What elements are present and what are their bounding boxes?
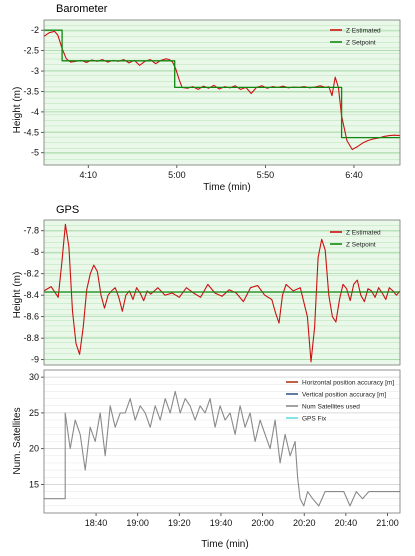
- barometer-ylabel: Height (m): [12, 87, 23, 134]
- satellites-x-tick-label: 19:40: [210, 518, 233, 528]
- satellites-legend: Horizontal position accuracy [m] Vertical…: [286, 380, 394, 423]
- satellites-legend-label: Horizontal position accuracy [m]: [302, 380, 394, 387]
- satellites-legend-label: GPS Fix: [302, 416, 327, 423]
- gps-legend-label: Z Estimated: [346, 230, 381, 237]
- gps-legend: Z Estimated Z Setpoint: [330, 230, 381, 249]
- barometer-legend-label: Z Estimated: [346, 28, 381, 35]
- satellites-legend-label: Num Satellites used: [302, 404, 360, 411]
- satellites-x-tick-label: 20:00: [251, 518, 274, 528]
- barometer-xlabel: Time (min): [203, 182, 250, 193]
- barometer-y-tick-label: -5: [31, 148, 39, 158]
- satellites-series-num-satellites-used: [44, 390, 400, 507]
- satellites-ylabel: Num. Satellites: [12, 407, 23, 474]
- satellites-y-tick-label: 30: [29, 372, 39, 382]
- barometer-x-tick-label: 5:50: [257, 170, 275, 180]
- satellites-panel: Num. Satellites Time (min): [12, 407, 249, 550]
- satellites-x-tick-label: 19:20: [168, 518, 191, 528]
- barometer-y-tick-label: -3: [31, 66, 39, 76]
- barometer-legend-label: Z Setpoint: [346, 40, 376, 47]
- satellites-xlabel: Time (min): [201, 539, 248, 550]
- barometer-y-tick-label: -2.5: [23, 46, 39, 56]
- barometer-series-z-setpoint: [44, 29, 400, 139]
- satellites-y-tick-label: 20: [29, 444, 39, 454]
- gps-plot: -7.8 -8 -8.2 -8.4 -8.6 -8.8 -9 Z Estimated Z Set…: [23, 219, 401, 366]
- satellites-plot-border: [43, 369, 401, 514]
- barometer-y-tick-label: -2: [31, 25, 39, 35]
- gps-y-tick-label: -8.4: [23, 290, 39, 300]
- barometer-y-tick-label: -4.5: [23, 127, 39, 137]
- gps-legend-label: Z Setpoint: [346, 242, 376, 249]
- barometer-x-tick-label: 4:10: [80, 170, 98, 180]
- satellites-legend-label: Vertical position accuracy [m]: [302, 392, 386, 399]
- satellites-x-tick-label: 20:40: [335, 518, 358, 528]
- gps-y-tick-label: -8.8: [23, 333, 39, 343]
- barometer-y-tick-label: -4: [31, 107, 39, 117]
- barometer-plot-border: [43, 19, 401, 166]
- gps-title: GPS: [56, 204, 79, 216]
- gps-plot-border: [43, 219, 401, 366]
- gps-y-tick-label: -8.6: [23, 312, 39, 322]
- gps-ylabel: Height (m): [12, 272, 23, 319]
- gps-y-tick-label: -8: [31, 247, 39, 257]
- gps-series-z-estimated: [43, 223, 401, 363]
- barometer-legend: Z Estimated Z Setpoint: [330, 28, 381, 47]
- satellites-y-tick-label: 15: [29, 479, 39, 489]
- barometer-x-tick-label: 6:40: [345, 170, 363, 180]
- barometer-y-tick-label: -3.5: [23, 86, 39, 96]
- gps-y-tick-label: -7.8: [23, 226, 39, 236]
- satellites-x-tick-label: 21:00: [376, 518, 399, 528]
- gps-y-tick-label: -8.2: [23, 269, 39, 279]
- barometer-plot: -2 -2.5 -3 -3.5 -4 -4.5 -5 4:10 5:00 5:50 6:40 Z Es…: [23, 19, 401, 180]
- gps-y-tick-label: -9: [31, 355, 39, 365]
- barometer-panel: Barometer Height (m) Time (min): [12, 3, 251, 193]
- satellites-plot: 15 20 25 30 18:40 19:00 19:20 19:40 20:00 20:20 20…: [29, 369, 401, 528]
- barometer-title: Barometer: [56, 3, 108, 15]
- satellites-y-tick-label: 25: [29, 408, 39, 418]
- barometer-x-tick-label: 5:00: [168, 170, 186, 180]
- gps-panel: GPS Height (m): [12, 204, 79, 318]
- satellites-x-tick-label: 19:00: [126, 518, 149, 528]
- satellites-x-tick-label: 20:20: [293, 518, 316, 528]
- satellites-x-tick-label: 18:40: [85, 518, 108, 528]
